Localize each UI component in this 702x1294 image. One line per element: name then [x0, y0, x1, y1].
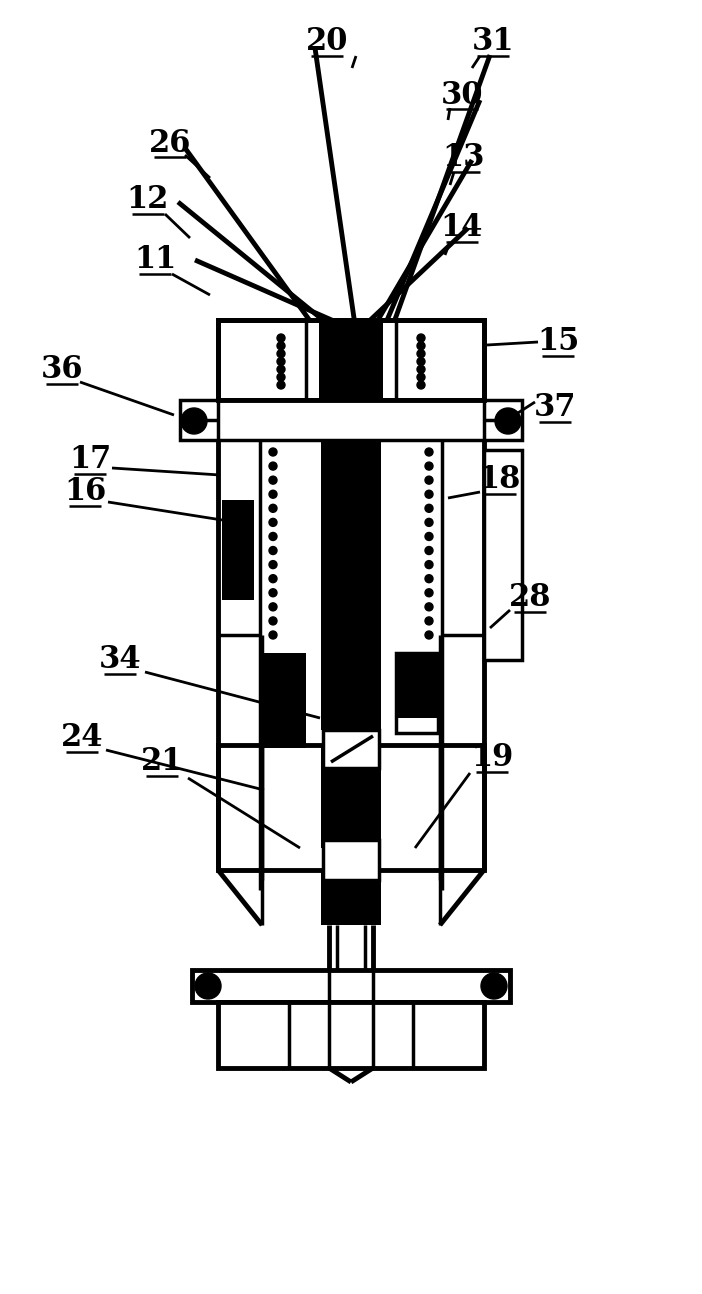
Bar	[396, 653, 438, 732]
Circle shape	[277, 373, 285, 382]
Text: 28: 28	[509, 582, 551, 613]
Bar	[222, 499, 254, 600]
Text: 21: 21	[141, 747, 183, 778]
Circle shape	[269, 490, 277, 498]
Text: 17: 17	[69, 445, 111, 475]
Circle shape	[425, 476, 433, 484]
Circle shape	[269, 560, 277, 568]
Bar	[264, 653, 306, 748]
Circle shape	[277, 357, 285, 365]
Circle shape	[425, 546, 433, 555]
Circle shape	[425, 617, 433, 625]
Text: 36: 36	[41, 355, 84, 386]
Circle shape	[425, 462, 433, 470]
Circle shape	[425, 519, 433, 527]
Circle shape	[269, 546, 277, 555]
Circle shape	[425, 589, 433, 597]
Circle shape	[277, 334, 285, 342]
Bar	[319, 320, 383, 400]
Text: 26: 26	[149, 128, 191, 158]
Bar	[321, 440, 381, 615]
Bar	[218, 320, 484, 400]
Circle shape	[277, 380, 285, 389]
Bar	[396, 653, 438, 718]
Text: 24: 24	[61, 722, 103, 753]
Circle shape	[269, 448, 277, 455]
Circle shape	[269, 617, 277, 625]
Circle shape	[269, 505, 277, 512]
Bar	[192, 970, 510, 1002]
Circle shape	[425, 575, 433, 582]
Text: 30: 30	[441, 79, 483, 110]
Text: 19: 19	[471, 743, 513, 774]
Bar	[218, 320, 484, 400]
Text: 14: 14	[441, 212, 483, 243]
Text: 13: 13	[443, 142, 485, 173]
Bar	[321, 745, 381, 840]
Circle shape	[417, 357, 425, 365]
Circle shape	[425, 603, 433, 611]
Circle shape	[277, 349, 285, 357]
Text: 16: 16	[64, 476, 106, 507]
Bar	[321, 769, 381, 848]
Circle shape	[181, 408, 207, 433]
Bar	[180, 400, 522, 440]
Text: 15: 15	[537, 326, 579, 357]
Text: 31: 31	[472, 26, 515, 57]
Text: 11: 11	[134, 245, 176, 276]
Circle shape	[425, 448, 433, 455]
Circle shape	[269, 532, 277, 541]
Circle shape	[495, 408, 521, 433]
Circle shape	[417, 334, 425, 342]
Circle shape	[195, 973, 221, 999]
Circle shape	[269, 631, 277, 639]
Circle shape	[425, 505, 433, 512]
Circle shape	[425, 631, 433, 639]
Bar	[321, 870, 381, 925]
Circle shape	[425, 490, 433, 498]
Circle shape	[277, 342, 285, 349]
Circle shape	[269, 476, 277, 484]
Circle shape	[417, 349, 425, 357]
Bar	[484, 450, 522, 660]
Circle shape	[425, 560, 433, 568]
Circle shape	[425, 532, 433, 541]
Circle shape	[277, 365, 285, 374]
Bar	[218, 745, 484, 870]
Circle shape	[417, 380, 425, 389]
Bar	[218, 1002, 484, 1068]
Text: 34: 34	[99, 644, 141, 675]
Text: 18: 18	[479, 465, 521, 496]
Bar	[323, 840, 379, 880]
Bar	[321, 609, 381, 730]
Text: 37: 37	[534, 392, 576, 423]
Circle shape	[269, 575, 277, 582]
Circle shape	[417, 342, 425, 349]
Circle shape	[269, 589, 277, 597]
Circle shape	[269, 603, 277, 611]
Circle shape	[417, 373, 425, 382]
Text: 20: 20	[306, 26, 348, 57]
Text: 12: 12	[127, 185, 169, 216]
Circle shape	[417, 365, 425, 374]
Circle shape	[269, 462, 277, 470]
Circle shape	[481, 973, 507, 999]
Bar	[323, 730, 379, 769]
Circle shape	[269, 519, 277, 527]
